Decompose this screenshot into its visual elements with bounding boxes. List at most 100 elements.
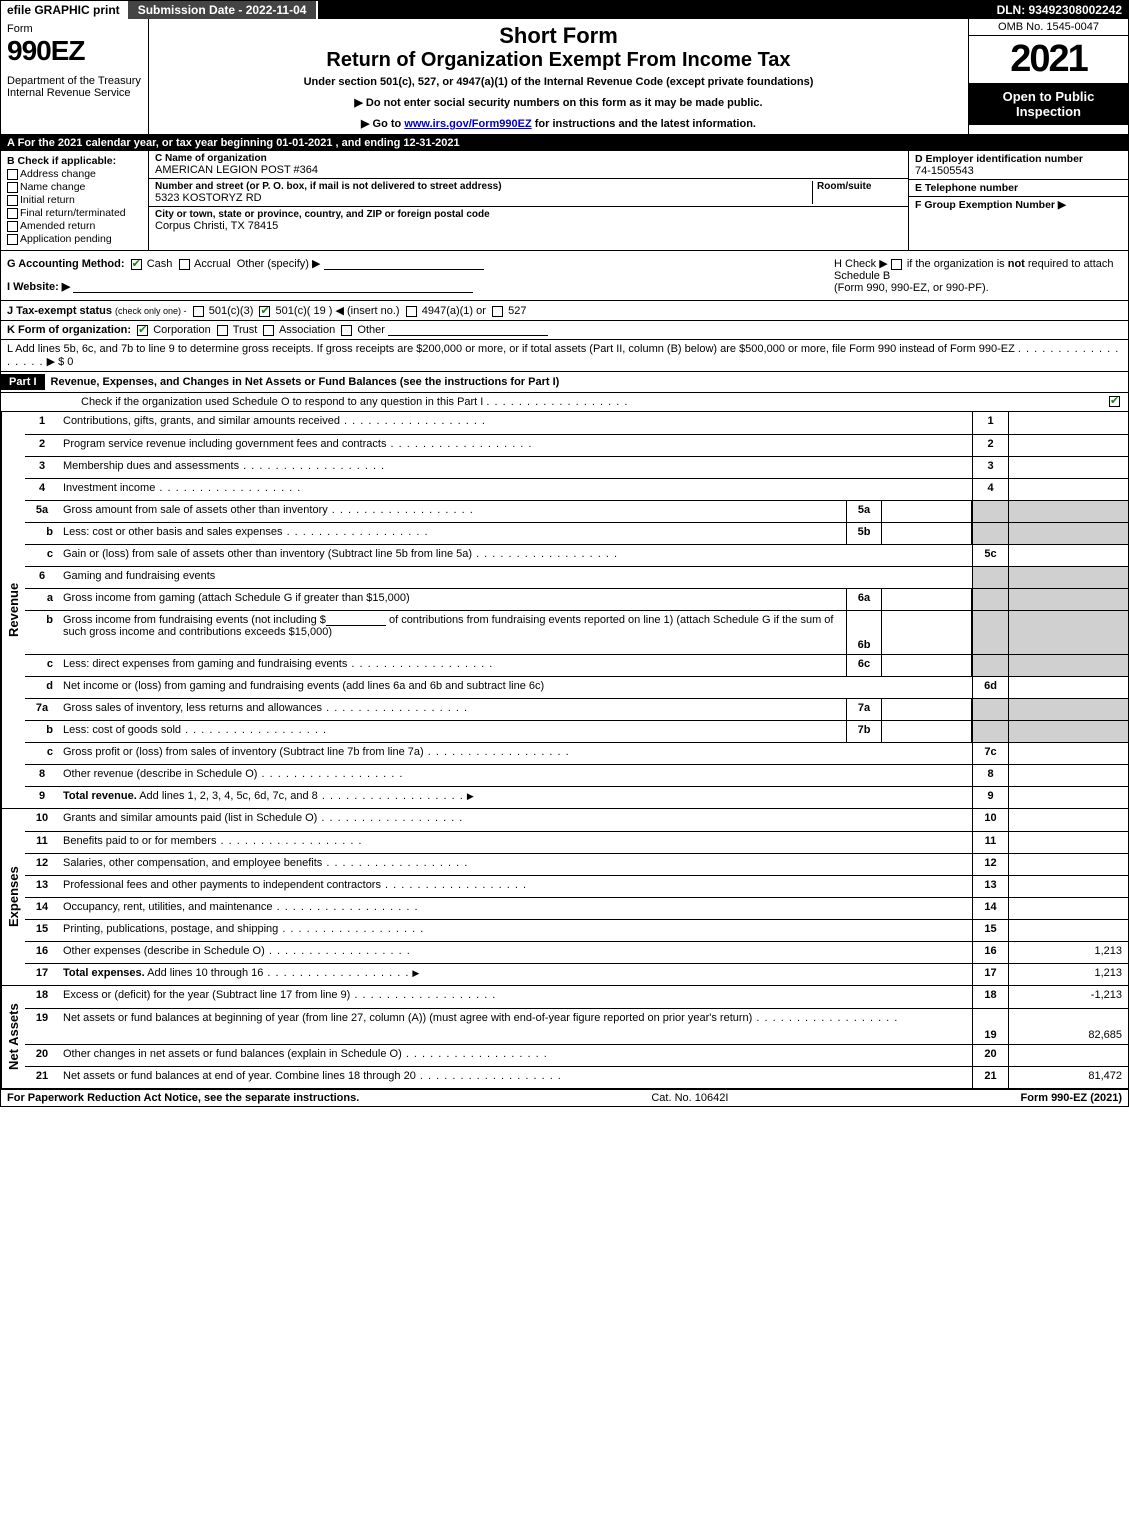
cb-final-return[interactable]: Final return/terminated [7, 207, 142, 219]
l-text: L Add lines 5b, 6c, and 7b to line 9 to … [7, 343, 1015, 355]
l4-val [1008, 479, 1128, 500]
k-corp: Corporation [153, 324, 210, 336]
l20-desc: Other changes in net assets or fund bala… [63, 1048, 402, 1060]
l7b-desc: Less: cost of goods sold [63, 724, 181, 736]
l6b-blank[interactable] [326, 614, 386, 626]
cb-cash[interactable] [131, 259, 142, 270]
revenue-section: Revenue 1Contributions, gifts, grants, a… [1, 412, 1128, 809]
ein-value: 74-1505543 [915, 165, 1122, 177]
l13-desc: Professional fees and other payments to … [63, 879, 381, 891]
l5c-desc: Gain or (loss) from sale of assets other… [63, 548, 472, 560]
cb-accrual[interactable] [179, 259, 190, 270]
c-street-label: Number and street (or P. O. box, if mail… [155, 181, 812, 192]
l1-val [1008, 412, 1128, 434]
note-link: ▶ Go to www.irs.gov/Form990EZ for instru… [155, 117, 962, 130]
part1-check-text: Check if the organization used Schedule … [81, 396, 483, 408]
netassets-lines: 18Excess or (deficit) for the year (Subt… [25, 986, 1128, 1088]
h-schedule-b: H Check ▶ if the organization is not req… [828, 251, 1128, 300]
l20-val [1008, 1045, 1128, 1066]
cb-501c3[interactable] [193, 306, 204, 317]
l21-val: 81,472 [1008, 1067, 1128, 1088]
e-phone-row: E Telephone number [909, 180, 1128, 197]
l17-val: 1,213 [1008, 964, 1128, 985]
cb-4947[interactable] [406, 306, 417, 317]
revenue-tab: Revenue [1, 412, 25, 808]
l3-desc: Membership dues and assessments [63, 460, 239, 472]
l6c-desc: Less: direct expenses from gaming and fu… [63, 658, 347, 670]
cb-address-change[interactable]: Address change [7, 168, 142, 180]
cb-application-pending[interactable]: Application pending [7, 233, 142, 245]
l18-desc: Excess or (deficit) for the year (Subtra… [63, 989, 350, 1001]
l18-val: -1,213 [1008, 986, 1128, 1008]
l21-desc: Net assets or fund balances at end of ye… [63, 1070, 416, 1082]
c-room-label: Room/suite [817, 181, 902, 192]
l6a-val [882, 589, 972, 610]
main-title: Return of Organization Exempt From Incom… [155, 49, 962, 72]
topbar-spacer [318, 1, 990, 19]
l2-desc: Program service revenue including govern… [63, 438, 386, 450]
i-label: I Website: ▶ [7, 281, 70, 293]
k-trust: Trust [233, 324, 258, 336]
form-label: Form [7, 23, 142, 35]
dept-label: Department of the Treasury [7, 75, 142, 87]
l6a-desc: Gross income from gaming (attach Schedul… [63, 592, 410, 604]
cb-association[interactable] [263, 325, 274, 336]
k-other: Other [357, 324, 385, 336]
k-assoc: Association [279, 324, 335, 336]
c-city-label: City or town, state or province, country… [155, 209, 902, 220]
note-ssn: ▶ Do not enter social security numbers o… [155, 96, 962, 109]
cb-other-org[interactable] [341, 325, 352, 336]
submission-date: Submission Date - 2022-11-04 [126, 1, 319, 19]
cb-corporation[interactable] [137, 325, 148, 336]
l8-val [1008, 765, 1128, 786]
cb-schedule-b[interactable] [891, 259, 902, 270]
h-pre: H Check ▶ [834, 258, 891, 270]
g-accounting: G Accounting Method: Cash Accrual Other … [1, 251, 828, 300]
irs-label: Internal Revenue Service [7, 87, 142, 99]
cb-501c[interactable] [259, 306, 270, 317]
footer-right-pre: Form [1021, 1092, 1052, 1104]
cb-527[interactable] [492, 306, 503, 317]
k-other-blank[interactable] [388, 324, 548, 336]
note2-post: for instructions and the latest informat… [532, 118, 756, 130]
c-name-label: C Name of organization [155, 153, 902, 164]
k-label: K Form of organization: [7, 324, 131, 336]
part1-title: Revenue, Expenses, and Changes in Net As… [45, 376, 560, 388]
l13-val [1008, 876, 1128, 897]
l15-desc: Printing, publications, postage, and shi… [63, 923, 278, 935]
cb-name-change[interactable]: Name change [7, 181, 142, 193]
l5c-val [1008, 545, 1128, 566]
org-name: AMERICAN LEGION POST #364 [155, 164, 902, 176]
footer-right-post: (2021) [1087, 1092, 1122, 1104]
other-blank[interactable] [324, 258, 484, 270]
cb-amended-return[interactable]: Amended return [7, 220, 142, 232]
l16-desc: Other expenses (describe in Schedule O) [63, 945, 265, 957]
l2-val [1008, 435, 1128, 456]
irs-link[interactable]: www.irs.gov/Form990EZ [404, 118, 531, 130]
l9-pre: Total revenue. [63, 790, 137, 802]
open-public-label: Open to Public Inspection [969, 83, 1128, 125]
footer-left: For Paperwork Reduction Act Notice, see … [7, 1092, 359, 1104]
l10-desc: Grants and similar amounts paid (list in… [63, 812, 317, 824]
l6-desc: Gaming and fundraising events [59, 567, 972, 588]
l-val: ▶ $ 0 [47, 356, 74, 368]
org-city: Corpus Christi, TX 78415 [155, 220, 902, 232]
j-row: J Tax-exempt status (check only one) - 5… [1, 301, 1128, 321]
expenses-section: Expenses 10Grants and similar amounts pa… [1, 809, 1128, 986]
part1-check-row: Check if the organization used Schedule … [1, 393, 1128, 412]
l7b-val [882, 721, 972, 742]
footer-cat: Cat. No. 10642I [359, 1092, 1020, 1104]
short-form-title: Short Form [155, 23, 962, 49]
omb-number: OMB No. 1545-0047 [969, 19, 1128, 36]
b-header: B Check if applicable: [7, 155, 142, 167]
cb-initial-return[interactable]: Initial return [7, 194, 142, 206]
l7a-val [882, 699, 972, 720]
l16-val: 1,213 [1008, 942, 1128, 963]
cb-trust[interactable] [217, 325, 228, 336]
cash-label: Cash [147, 258, 173, 270]
website-blank[interactable] [73, 281, 473, 293]
e-phone-label: E Telephone number [915, 182, 1122, 194]
l5a-desc: Gross amount from sale of assets other t… [63, 504, 328, 516]
c-city-row: City or town, state or province, country… [149, 207, 908, 234]
cb-schedule-o[interactable] [1109, 396, 1120, 407]
